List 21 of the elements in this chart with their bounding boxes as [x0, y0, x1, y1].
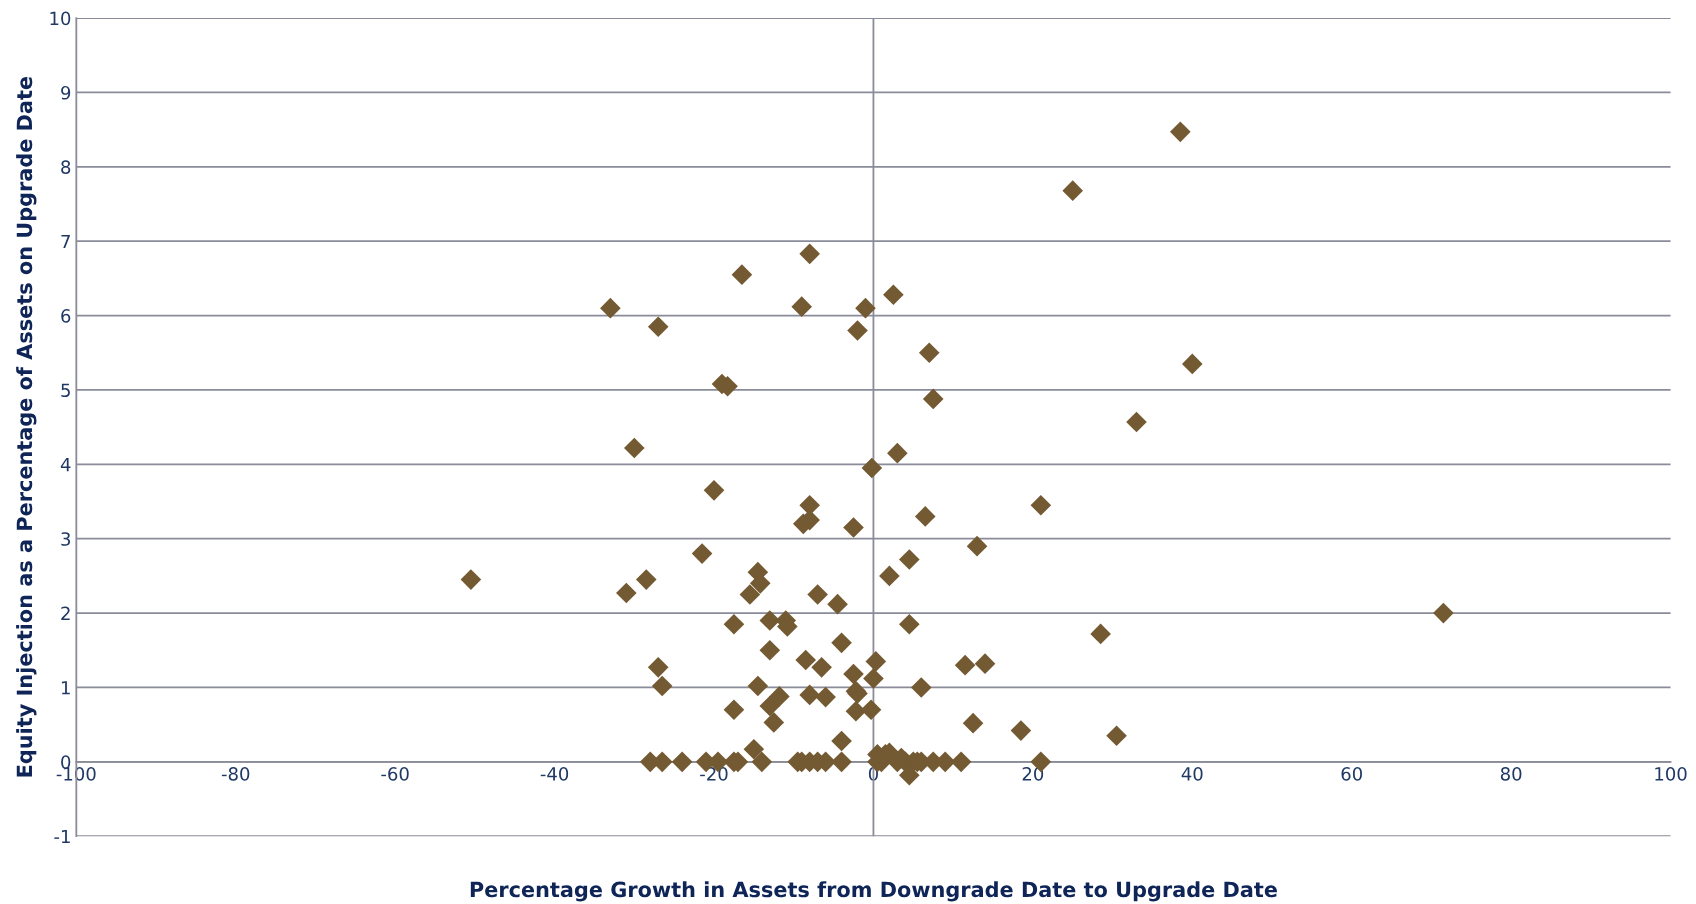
y-tick-label: 3 — [61, 532, 71, 546]
y-tick-label: 2 — [61, 606, 70, 620]
y-tick-label: 8 — [61, 160, 71, 174]
x-tick-label: -60 — [381, 767, 409, 781]
y-axis-title: Equity Injection as a Percentage of Assets on Upgrade Date — [16, 76, 37, 777]
y-tick-label: 5 — [61, 383, 70, 398]
x-tick-label: 80 — [1500, 767, 1522, 781]
y-tick-label: -1 — [54, 829, 70, 844]
x-tick-label: -40 — [540, 767, 569, 781]
y-tick-label: 7 — [61, 234, 70, 249]
x-tick-label: -80 — [221, 767, 250, 781]
y-tick-label: 10 — [50, 11, 71, 26]
x-tick-label: 60 — [1341, 767, 1362, 781]
x-axis-title: Percentage Growth in Assets from Downgrade Date to Upgrade Date — [470, 881, 1277, 902]
y-tick-label: 0 — [61, 755, 71, 769]
y-tick-label: 6 — [61, 309, 71, 323]
x-tick-label: 100 — [1655, 767, 1687, 781]
y-tick-label: 4 — [60, 458, 71, 472]
y-tick-label: 1 — [61, 681, 70, 695]
x-tick-label: 40 — [1181, 767, 1203, 781]
y-tick-label: 9 — [61, 85, 71, 100]
